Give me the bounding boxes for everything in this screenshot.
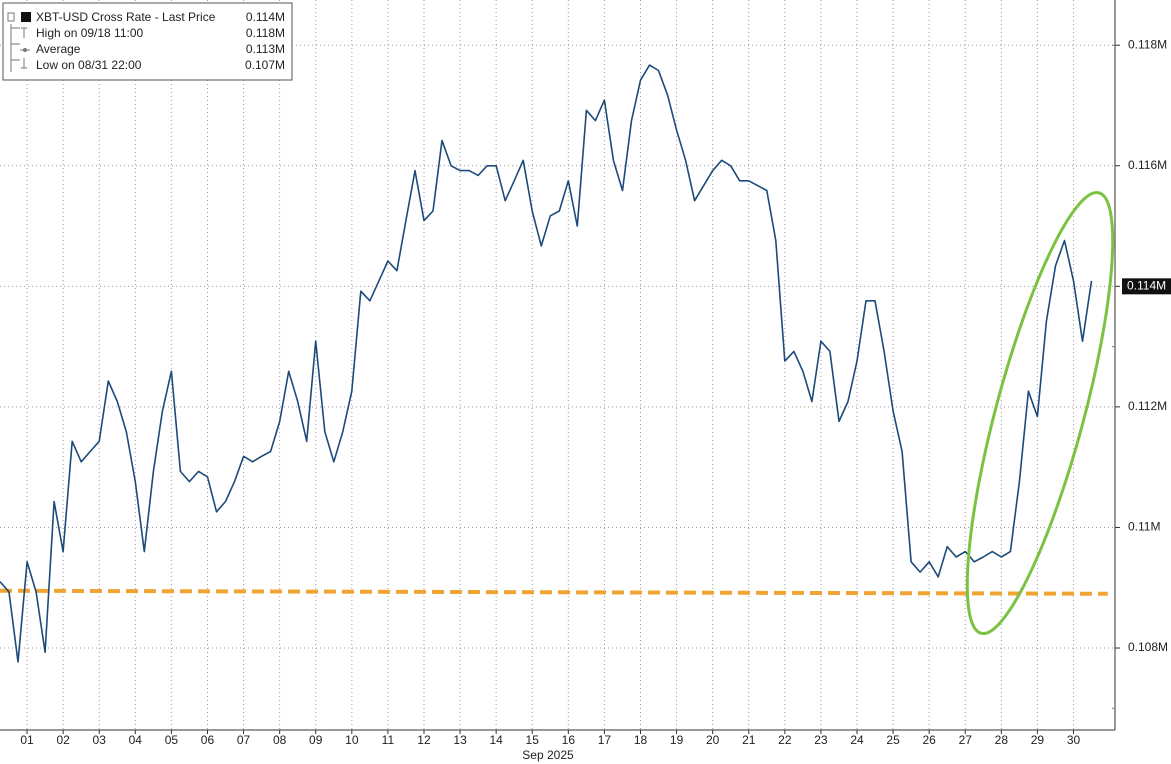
x-tick-label: 04 xyxy=(129,733,143,747)
last-price-label: 0.114M xyxy=(1127,279,1166,293)
x-tick-label: 20 xyxy=(706,733,720,747)
x-tick-label: 18 xyxy=(634,733,648,747)
legend-swatch xyxy=(21,12,31,22)
x-tick-label: 14 xyxy=(489,733,503,747)
reference-layer xyxy=(0,588,1108,596)
x-tick-label: 06 xyxy=(201,733,215,747)
legend-value: 0.113M xyxy=(246,42,285,56)
legend-value: 0.114M xyxy=(246,10,285,24)
x-tick-label: 19 xyxy=(670,733,684,747)
x-tick-label: 21 xyxy=(742,733,756,747)
x-tick-label: 11 xyxy=(382,733,395,747)
y-tick-label: 0.116M xyxy=(1128,158,1167,172)
legend-icon xyxy=(7,12,15,22)
x-tick-label: 10 xyxy=(345,733,359,747)
legend-label: XBT-USD Cross Rate - Last Price xyxy=(36,10,216,24)
legend-label: Low on 08/31 22:00 xyxy=(36,58,142,72)
last-price-tag xyxy=(1122,278,1171,295)
legend-value: 0.107M xyxy=(245,58,285,72)
legend-value: 0.118M xyxy=(246,26,285,40)
y-tick-label: 0.11M xyxy=(1128,520,1160,534)
x-tick-label: 02 xyxy=(56,733,70,747)
x-tick-label: 22 xyxy=(778,733,792,747)
legend: XBT-USD Cross Rate - Last Price 0.114M Hig… xyxy=(2,2,293,81)
legend-label: High on 09/18 11:00 xyxy=(36,26,144,40)
y-tick-label: 0.112M xyxy=(1128,399,1167,413)
x-tick-label: 09 xyxy=(309,733,323,747)
x-axis-label: Sep 2025 xyxy=(522,748,574,762)
x-tick-label: 01 xyxy=(20,733,34,747)
x-tick-label: 05 xyxy=(165,733,179,747)
x-tick-label: 26 xyxy=(922,733,936,747)
axes: 0.108M 0.11M 0.112M 0.114M 0.116M 0.118M 01 02 0… xyxy=(20,37,1171,747)
x-tick-label: 07 xyxy=(237,733,251,747)
reference-line xyxy=(0,588,1108,596)
x-tick-label: 03 xyxy=(93,733,107,747)
x-tick-label: 30 xyxy=(1067,733,1081,747)
line-layer xyxy=(0,64,1093,663)
x-tick-label: 29 xyxy=(1031,733,1045,747)
x-tick-label: 27 xyxy=(959,733,973,747)
x-tick-label: 16 xyxy=(562,733,576,747)
x-tick-label: 28 xyxy=(995,733,1009,747)
x-tick-label: 23 xyxy=(814,733,828,747)
price-line xyxy=(0,64,1093,663)
highlight-ellipse xyxy=(965,190,1115,636)
legend-box xyxy=(2,2,293,81)
x-tick-label: 13 xyxy=(453,733,467,747)
y-tick-label: 0.108M xyxy=(1128,640,1168,654)
legend-label: Average xyxy=(36,42,81,56)
x-tick-label: 24 xyxy=(850,733,864,747)
legend-icon xyxy=(23,48,27,52)
x-tick-label: 25 xyxy=(886,733,900,747)
grid xyxy=(0,0,1115,730)
x-tick-label: 08 xyxy=(273,733,287,747)
x-tick-label: 17 xyxy=(598,733,612,747)
x-tick-label: 15 xyxy=(526,733,540,747)
x-tick-label: 12 xyxy=(417,733,431,747)
y-tick-label: 0.118M xyxy=(1128,37,1167,51)
